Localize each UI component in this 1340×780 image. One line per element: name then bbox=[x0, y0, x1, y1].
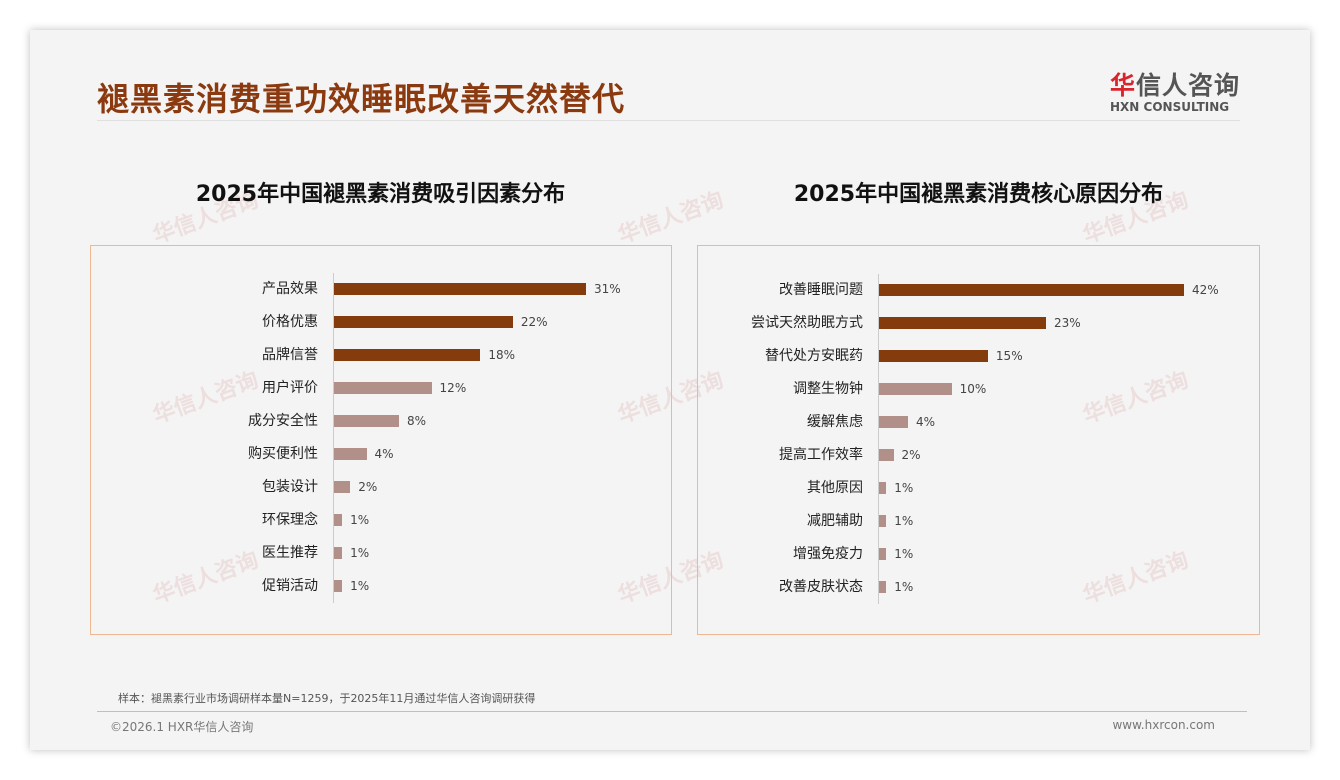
bar bbox=[879, 416, 909, 428]
value-label: 1% bbox=[894, 481, 914, 495]
bar bbox=[334, 580, 343, 592]
slide: 褪黑素消费重功效睡眠改善天然替代 华信人咨询 HXN CONSULTING 华信… bbox=[30, 30, 1310, 750]
value-label: 1% bbox=[350, 546, 370, 560]
category-label: 促销活动 bbox=[262, 578, 318, 594]
bar bbox=[879, 317, 1047, 329]
logo-red-char: 华 bbox=[1110, 71, 1137, 100]
bar bbox=[334, 481, 351, 493]
bar bbox=[879, 515, 887, 527]
category-label: 价格优惠 bbox=[262, 314, 318, 330]
value-label: 4% bbox=[374, 447, 394, 461]
value-label: 31% bbox=[594, 282, 621, 296]
category-label: 增强免疫力 bbox=[793, 546, 863, 562]
bar bbox=[879, 482, 887, 494]
bar bbox=[334, 415, 400, 427]
bar bbox=[334, 547, 343, 559]
category-label: 提高工作效率 bbox=[779, 447, 863, 463]
value-label: 22% bbox=[520, 315, 548, 329]
bar bbox=[879, 581, 887, 593]
category-label: 成分安全性 bbox=[248, 413, 318, 429]
value-label: 23% bbox=[1054, 316, 1081, 330]
category-label: 调整生物钟 bbox=[793, 381, 863, 397]
value-label: 42% bbox=[1192, 283, 1219, 297]
category-label: 减肥辅助 bbox=[807, 513, 863, 529]
value-label: 10% bbox=[959, 382, 987, 396]
category-label: 产品效果 bbox=[262, 281, 318, 297]
y-axis-line bbox=[878, 274, 879, 604]
value-label: 2% bbox=[358, 480, 378, 494]
chart-title-right: 2025年中国褪黑素消费核心原因分布 bbox=[793, 182, 1164, 207]
bar bbox=[334, 448, 367, 460]
bar bbox=[334, 316, 513, 328]
page-title: 褪黑素消费重功效睡眠改善天然替代 bbox=[97, 80, 626, 118]
sample-note: 样本：褪黑素行业市场调研样本量N=1259，于2025年11月通过华信人咨询调研… bbox=[118, 692, 536, 705]
category-label: 医生推荐 bbox=[262, 545, 318, 561]
y-axis-line bbox=[333, 273, 334, 603]
value-label: 15% bbox=[995, 349, 1023, 363]
value-label: 4% bbox=[916, 415, 936, 429]
category-label: 改善皮肤状态 bbox=[779, 579, 863, 595]
value-label: 1% bbox=[894, 514, 914, 528]
website-link[interactable]: www.hxrcon.com bbox=[1112, 718, 1215, 732]
bar bbox=[879, 548, 887, 560]
value-label: 12% bbox=[439, 381, 467, 395]
chart-title-left: 2025年中国褪黑素消费吸引因素分布 bbox=[195, 182, 566, 207]
category-label: 缓解焦虑 bbox=[807, 414, 863, 430]
logo: 华信人咨询 HXN CONSULTING bbox=[1110, 66, 1240, 114]
category-label: 包装设计 bbox=[262, 479, 318, 495]
bar bbox=[334, 283, 586, 295]
copyright: ©2026.1 HXR华信人咨询 bbox=[110, 720, 254, 734]
bar bbox=[334, 514, 343, 526]
logo-english: HXN CONSULTING bbox=[1110, 100, 1230, 114]
value-label: 1% bbox=[894, 547, 914, 561]
bar bbox=[879, 284, 1184, 296]
category-label: 其他原因 bbox=[807, 480, 863, 496]
bar bbox=[334, 349, 481, 361]
category-label: 替代处方安眠药 bbox=[765, 348, 863, 364]
bar bbox=[879, 383, 952, 395]
value-label: 2% bbox=[901, 448, 921, 462]
title-divider bbox=[97, 120, 1240, 121]
category-label: 品牌信誉 bbox=[262, 347, 318, 363]
value-label: 1% bbox=[894, 580, 914, 594]
bar bbox=[879, 449, 894, 461]
value-label: 1% bbox=[350, 513, 370, 527]
chart-panel-reasons: 改善睡眠问题 42% 尝试天然助眠方式 23% 替代处方安眠药 15% 调整生物钟 10% 缓解… bbox=[697, 245, 1260, 635]
chart-panel-attraction: 产品效果 31% 价格优惠 22% 品牌信誉 18% 用户评价 12% 成分安全性 8% 购买便利性… bbox=[90, 245, 672, 635]
value-label: 1% bbox=[350, 579, 370, 593]
category-label: 尝试天然助眠方式 bbox=[751, 315, 863, 331]
category-label: 环保理念 bbox=[262, 512, 318, 528]
category-label: 用户评价 bbox=[262, 380, 318, 396]
value-label: 8% bbox=[407, 414, 427, 428]
logo-text: 信人咨询 bbox=[1136, 71, 1241, 100]
footer-divider bbox=[97, 711, 1247, 712]
category-label: 改善睡眠问题 bbox=[779, 282, 863, 298]
value-label: 18% bbox=[488, 348, 515, 362]
bar bbox=[334, 382, 432, 394]
category-label: 购买便利性 bbox=[248, 446, 318, 462]
bar bbox=[879, 350, 988, 362]
